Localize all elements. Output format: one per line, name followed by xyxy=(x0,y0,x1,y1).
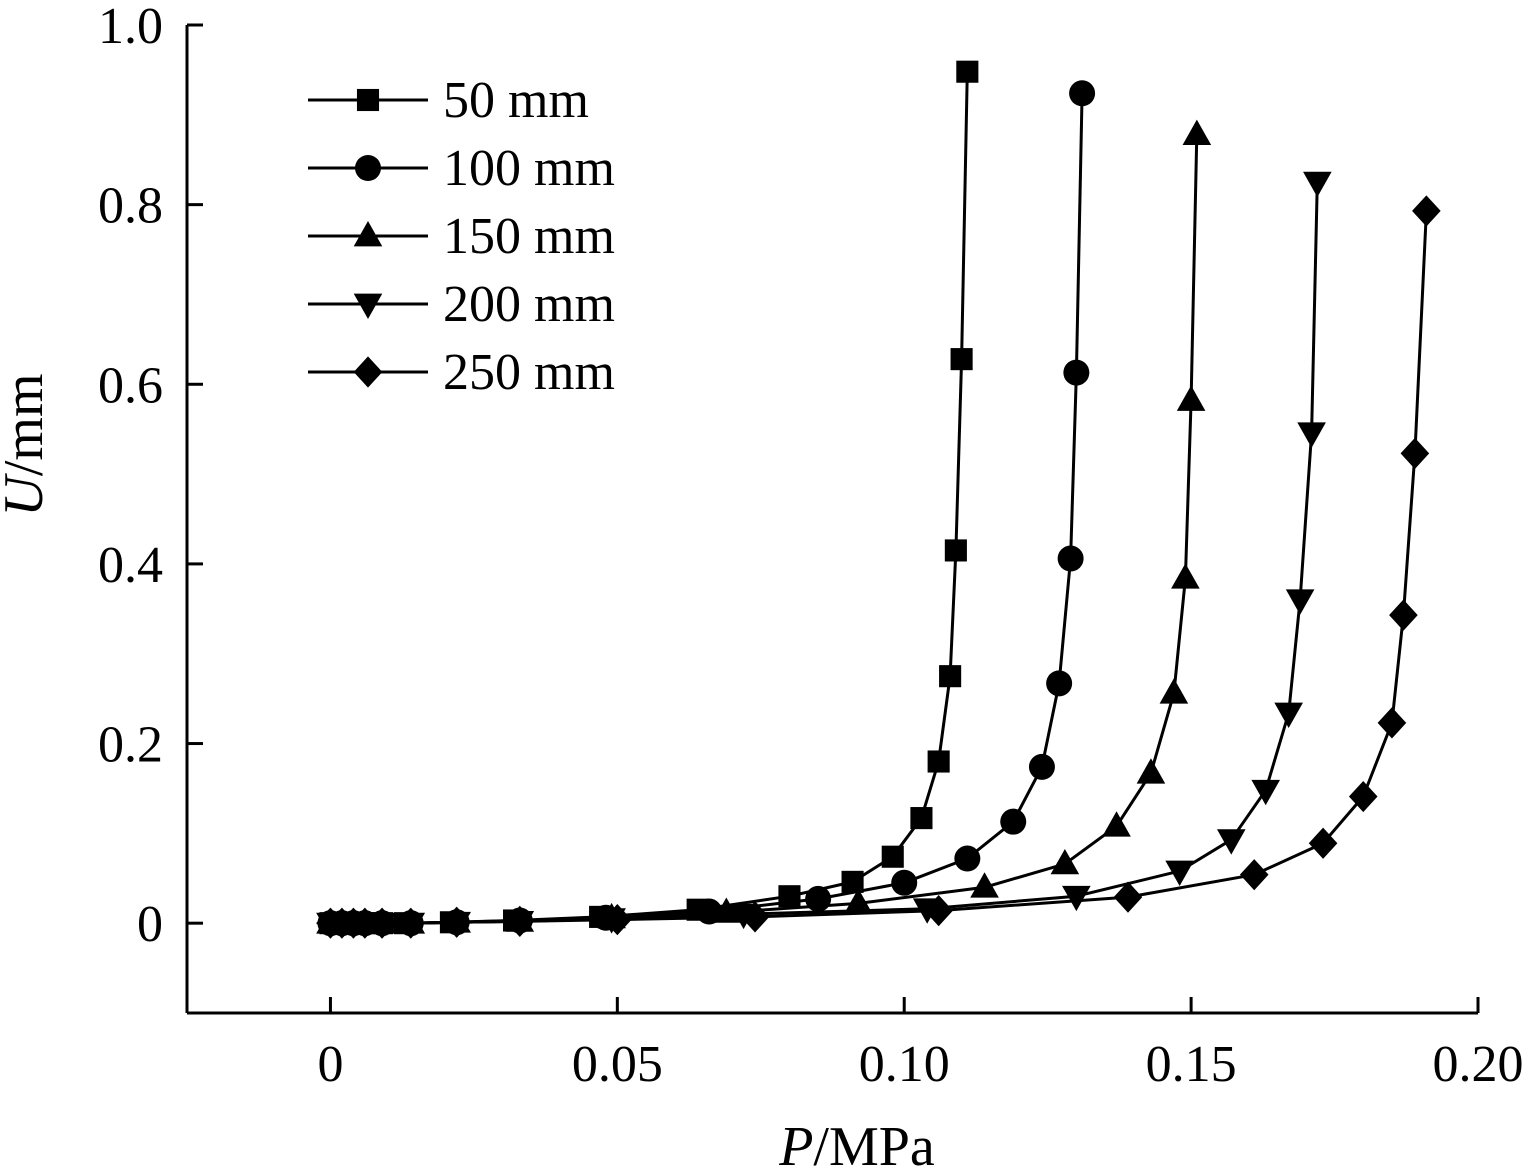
data-point-diamond xyxy=(442,906,471,938)
data-point-triangle-up xyxy=(1050,848,1080,875)
data-point-square xyxy=(944,539,967,562)
data-point-circle xyxy=(1063,359,1090,386)
axes: 0 0.05 0.10 0.15 0.20 0 0.2 0.4 0.6 0.8 1.0 xyxy=(98,0,1524,1093)
data-point-diamond xyxy=(1348,780,1378,813)
y-tick-label: 0.8 xyxy=(98,178,163,235)
data-point-triangle-up xyxy=(970,872,999,898)
x-axis-variable: P xyxy=(778,1116,813,1170)
y-tick-label: 0.6 xyxy=(98,357,163,414)
data-point-diamond xyxy=(924,895,953,927)
data-point-triangle-up xyxy=(1171,563,1200,589)
data-point-circle xyxy=(1000,808,1027,835)
data-point-triangle-down xyxy=(1062,885,1091,912)
y-axis-title: U/mm xyxy=(0,373,55,516)
data-point-diamond xyxy=(1377,707,1407,739)
y-tick-label: 1.0 xyxy=(98,0,163,55)
data-point-triangle-down xyxy=(1285,589,1315,615)
x-axis-unit: /MPa xyxy=(813,1116,934,1170)
data-point-square xyxy=(881,845,904,868)
data-point-triangle-down xyxy=(1303,171,1332,198)
legend-marker-square xyxy=(356,88,380,112)
y-tick-label: 0.2 xyxy=(98,717,163,774)
series-100-mm xyxy=(317,80,1096,937)
data-point-triangle-down xyxy=(1297,422,1326,448)
data-point-circle xyxy=(891,869,918,896)
data-point-circle xyxy=(1046,670,1073,697)
data-point-diamond xyxy=(1113,881,1143,913)
data-point-triangle-down xyxy=(1251,779,1281,806)
data-point-square xyxy=(841,870,864,893)
legend: 50 mm 100 mm 150 mm 200 mm 250 mm xyxy=(308,72,615,401)
y-tick-label: 0.4 xyxy=(98,537,163,594)
data-point-triangle-down xyxy=(1274,702,1303,728)
data-point-triangle-up xyxy=(1102,811,1131,837)
x-tick-label: 0.15 xyxy=(1146,1036,1237,1093)
x-axis-title: P/MPa xyxy=(778,1116,935,1170)
x-tick-label: 0 xyxy=(317,1036,343,1093)
data-point-square xyxy=(956,60,979,83)
data-point-diamond xyxy=(1389,599,1418,631)
x-tick-label: 0.10 xyxy=(859,1036,950,1093)
data-point-diamond xyxy=(350,907,380,939)
legend-marker-triangle-up xyxy=(353,221,383,247)
data-point-triangle-down xyxy=(1165,860,1194,887)
data-point-diamond xyxy=(1400,437,1430,470)
legend-label: 250 mm xyxy=(443,344,615,401)
data-point-square xyxy=(927,750,950,773)
legend-item: 150 mm xyxy=(308,208,615,265)
data-point-diamond xyxy=(1412,195,1441,227)
data-point-diamond xyxy=(505,905,535,937)
data-point-triangle-down xyxy=(1216,829,1246,855)
legend-item: 100 mm xyxy=(308,140,615,197)
data-point-diamond xyxy=(367,907,397,939)
data-point-diamond xyxy=(740,901,770,933)
series-line xyxy=(330,71,969,925)
legend-item: 200 mm xyxy=(308,276,615,333)
data-point-triangle-up xyxy=(1182,119,1212,145)
y-axis-unit: /mm xyxy=(0,373,55,476)
legend-item: 250 mm xyxy=(308,344,615,401)
legend-label: 200 mm xyxy=(443,276,615,333)
data-point-circle xyxy=(1057,545,1084,572)
x-tick-label: 0.05 xyxy=(572,1036,663,1093)
data-point-circle xyxy=(954,845,981,872)
series-layer xyxy=(316,60,1441,939)
data-point-triangle-up xyxy=(1159,678,1189,704)
data-point-diamond xyxy=(1308,827,1338,859)
data-point-diamond xyxy=(603,903,632,936)
data-point-square xyxy=(950,348,973,371)
data-point-triangle-up xyxy=(1136,758,1166,784)
legend-label: 150 mm xyxy=(443,208,615,265)
x-tick-label: 0.20 xyxy=(1433,1036,1524,1093)
y-axis-variable: U xyxy=(0,473,55,517)
legend-marker-triangle-down xyxy=(353,293,383,319)
data-point-circle xyxy=(1069,80,1096,107)
data-point-diamond xyxy=(1239,859,1269,891)
legend-item: 50 mm xyxy=(308,72,589,129)
legend-marker-diamond xyxy=(353,356,383,388)
data-point-square xyxy=(939,665,962,688)
data-point-diamond xyxy=(396,907,426,939)
data-point-circle xyxy=(1028,753,1055,780)
data-point-triangle-up xyxy=(844,888,873,914)
data-point-triangle-up xyxy=(1176,385,1206,411)
series-50-mm xyxy=(319,60,979,935)
data-point-square xyxy=(910,807,933,830)
legend-label: 50 mm xyxy=(443,72,589,129)
y-tick-label: 0 xyxy=(137,896,163,953)
legend-label: 100 mm xyxy=(443,140,615,197)
series-250-mm xyxy=(316,195,1441,939)
legend-marker-circle xyxy=(355,155,381,181)
